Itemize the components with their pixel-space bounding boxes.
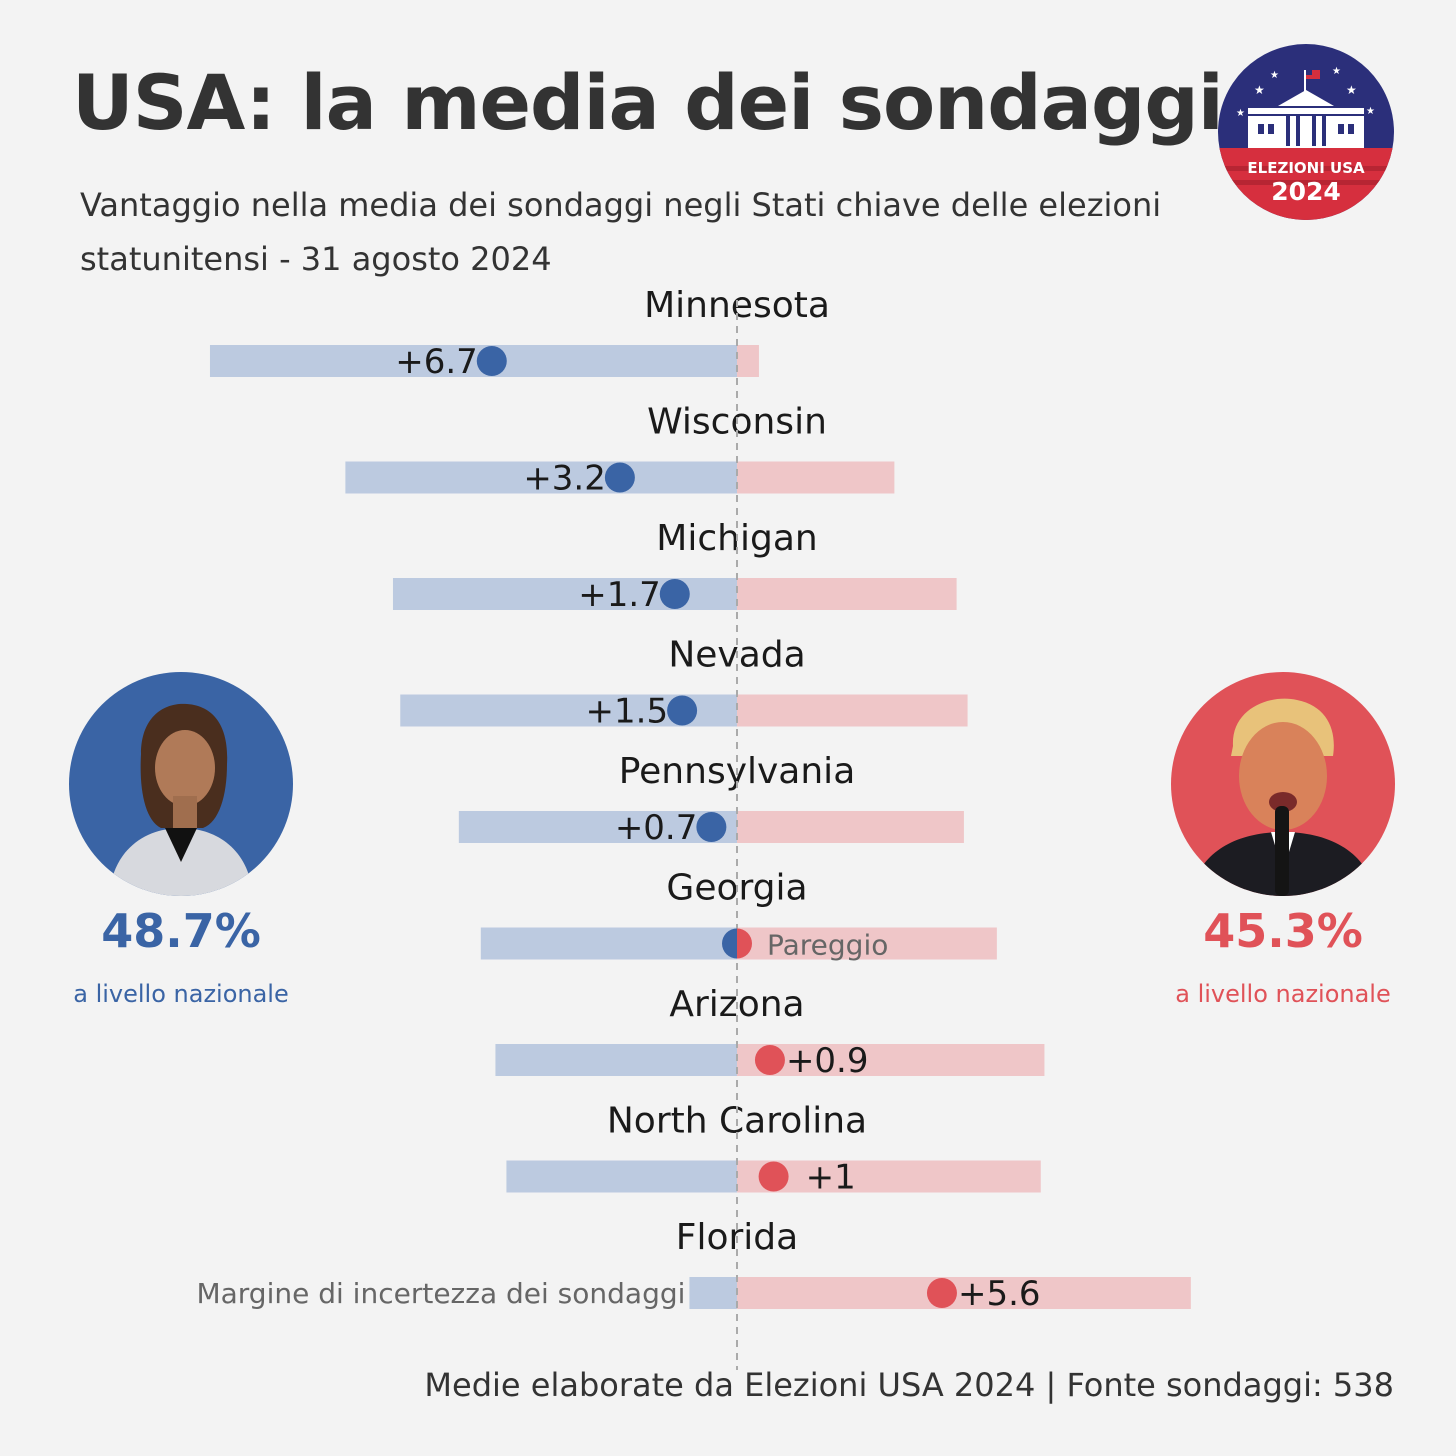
right-candidate: 45.3% a livello nazionale bbox=[1168, 672, 1398, 1008]
band-pennsylvania-red bbox=[737, 811, 964, 843]
band-minnesota-red bbox=[737, 345, 759, 377]
dot-michigan bbox=[659, 579, 690, 609]
band-florida-blue bbox=[689, 1277, 737, 1309]
dot-georgia-red bbox=[737, 928, 752, 959]
right-national-pct: 45.3% bbox=[1203, 904, 1363, 958]
value-label-nevada: +1.5 bbox=[586, 692, 669, 732]
dot-pennsylvania bbox=[696, 812, 727, 842]
svg-text:★: ★ bbox=[1332, 66, 1341, 77]
value-label-arizona: +0.9 bbox=[786, 1041, 869, 1081]
value-label-wisconsin: +3.2 bbox=[523, 459, 606, 499]
svg-text:★: ★ bbox=[1366, 106, 1375, 117]
band-michigan-red bbox=[737, 578, 957, 610]
left-candidate: 48.7% a livello nazionale bbox=[66, 672, 296, 1008]
value-label-michigan: +1.7 bbox=[578, 575, 661, 615]
svg-text:★: ★ bbox=[1236, 108, 1245, 119]
page-title: USA: la media dei sondaggi bbox=[72, 58, 1224, 147]
value-label-minnesota: +6.7 bbox=[395, 342, 478, 382]
svg-text:★: ★ bbox=[1270, 70, 1279, 81]
elezioni-usa-logo: ★ ★ ★ ★ ★ ★ ELEZIONI USA 2024 bbox=[1218, 44, 1394, 220]
band-pennsylvania-blue bbox=[458, 811, 737, 843]
dot-minnesota bbox=[476, 346, 507, 376]
dot-arizona bbox=[754, 1045, 785, 1075]
dot-florida bbox=[926, 1278, 957, 1308]
candidate-portrait bbox=[1171, 672, 1395, 896]
value-label-pennsylvania: +0.7 bbox=[615, 808, 698, 848]
band-minnesota-blue bbox=[209, 345, 737, 377]
left-national-label: a livello nazionale bbox=[73, 980, 289, 1008]
band-georgia-red bbox=[737, 927, 997, 960]
white-house-icon bbox=[1248, 70, 1364, 148]
dot-north-carolina bbox=[758, 1161, 789, 1192]
dot-nevada bbox=[667, 695, 698, 726]
right-national-label: a livello nazionale bbox=[1175, 980, 1391, 1008]
svg-text:★: ★ bbox=[1254, 83, 1265, 97]
uncertainty-note: Margine di incertezza dei sondaggi bbox=[196, 1277, 685, 1310]
value-label-north-carolina: +1 bbox=[806, 1158, 856, 1198]
band-florida-red bbox=[737, 1277, 1191, 1309]
band-wisconsin-red bbox=[737, 461, 895, 494]
source-footer: Medie elaborate da Elezioni USA 2024 | F… bbox=[424, 1366, 1394, 1404]
page-subtitle: Vantaggio nella media dei sondaggi negli… bbox=[80, 186, 1162, 278]
dot-georgia-blue bbox=[722, 928, 737, 959]
band-wisconsin-blue bbox=[345, 461, 737, 494]
dot-wisconsin bbox=[604, 462, 635, 493]
band-arizona-red bbox=[737, 1044, 1045, 1076]
band-arizona-blue bbox=[495, 1044, 737, 1076]
logo-year: 2024 bbox=[1271, 177, 1341, 206]
value-label-florida: +5.6 bbox=[958, 1274, 1041, 1314]
candidate-portrait bbox=[69, 672, 293, 896]
band-nevada-red bbox=[737, 694, 968, 727]
band-georgia-blue bbox=[480, 927, 737, 960]
svg-text:★: ★ bbox=[1346, 83, 1357, 97]
band-north-carolina-blue bbox=[506, 1160, 737, 1193]
left-national-pct: 48.7% bbox=[101, 904, 261, 958]
logo-text: ELEZIONI USA bbox=[1247, 159, 1365, 177]
star-icon: ★ ★ ★ ★ ★ ★ bbox=[1236, 66, 1375, 119]
value-label-georgia: Pareggio bbox=[767, 929, 888, 962]
